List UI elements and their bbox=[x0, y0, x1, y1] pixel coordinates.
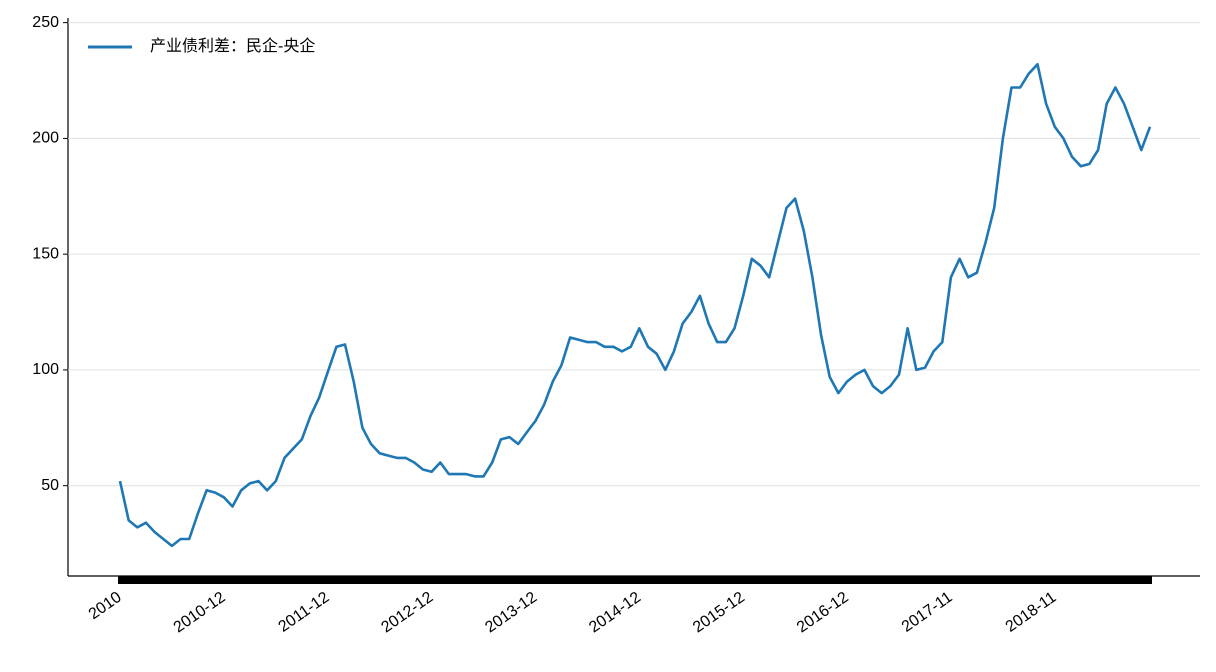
x-tick-label: 2016-12 bbox=[794, 589, 852, 637]
y-tick-label: 100 bbox=[32, 361, 59, 378]
y-tick-label: 200 bbox=[32, 130, 59, 147]
x-tick-label: 2015-12 bbox=[690, 589, 748, 637]
legend-label: 产业债利差：民企-央企 bbox=[150, 37, 315, 55]
y-tick-label: 150 bbox=[32, 245, 59, 262]
x-tick-label: 2012-12 bbox=[378, 589, 436, 637]
x-tick-label: 2014-12 bbox=[586, 589, 644, 637]
x-tick-label: 2011-12 bbox=[276, 589, 333, 636]
y-tick-label: 50 bbox=[41, 477, 59, 494]
line bbox=[118, 63, 1152, 548]
x-tick-label: 2010-12 bbox=[171, 589, 229, 637]
x-tick-label: 2013-12 bbox=[482, 589, 540, 637]
x-tick-label: 2010 bbox=[86, 589, 125, 623]
x-tick-label: 2018-11 bbox=[1003, 589, 1060, 636]
x-tick-band bbox=[118, 576, 1152, 584]
y-tick-label: 250 bbox=[32, 14, 59, 31]
x-tick-label: 2017-11 bbox=[899, 589, 956, 636]
